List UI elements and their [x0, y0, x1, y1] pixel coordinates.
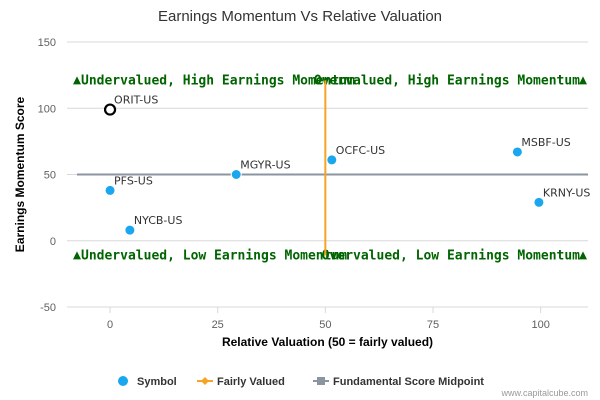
data-point-label: MSBF-US	[521, 136, 570, 149]
y-tick-label: 150	[38, 37, 56, 49]
data-point-label: PFS-US	[114, 174, 153, 187]
quadrant-marker	[579, 76, 587, 85]
legend-label: Symbol	[137, 376, 177, 388]
data-point-label: ORIT-US	[114, 94, 158, 107]
credit-text: www.capitalcube.com	[500, 388, 588, 398]
x-tick-label: 0	[107, 319, 113, 331]
legend-symbol	[317, 377, 325, 385]
quadrant-label-bottom-left: Undervalued, Low Earnings Momentum	[81, 248, 347, 263]
x-axis-ticks: 0 25 50 75 100	[107, 307, 550, 331]
reference-lines	[77, 80, 588, 256]
data-point-highlighted[interactable]	[103, 103, 117, 116]
legend-item[interactable]: Fundamental Score Midpoint	[313, 376, 484, 388]
x-tick-label: 25	[212, 319, 224, 331]
quadrant-marker	[73, 76, 81, 85]
y-tick-label: 100	[38, 103, 56, 115]
y-axis-title: Earnings Momentum Score	[13, 97, 27, 253]
data-point[interactable]	[511, 146, 523, 158]
data-point-label: MGYR-US	[240, 159, 290, 172]
chart-title: Earnings Momentum Vs Relative Valuation	[158, 8, 442, 25]
data-point[interactable]	[326, 154, 338, 166]
legend-label: Fairly Valued	[217, 376, 285, 388]
legend: Symbol Fairly Valued Fundamental Score Mid…	[118, 376, 484, 388]
quadrant-marker	[73, 251, 81, 260]
data-points: ORIT-US PFS-US NYCB-US MGYR-US OCFC-US MSBF-U…	[103, 94, 591, 236]
legend-item[interactable]: Symbol	[118, 376, 177, 388]
data-point[interactable]	[124, 224, 136, 236]
quadrant-labels: Undervalued, High Earnings MomentumOverv…	[73, 73, 587, 263]
x-axis-title: Relative Valuation (50 = fairly valued)	[222, 335, 433, 349]
quadrant-label-bottom-right: Overvalued, Low Earnings Momentum	[322, 248, 580, 263]
legend-symbol	[201, 377, 209, 385]
data-point-label: NYCB-US	[134, 214, 183, 227]
quadrant-marker	[579, 251, 587, 260]
data-point[interactable]	[104, 184, 116, 196]
y-tick-label: 50	[44, 170, 56, 182]
data-point[interactable]	[533, 196, 545, 208]
quadrant-label-top-right: Overvalued, High Earnings Momentum	[314, 73, 580, 88]
x-tick-label: 50	[319, 319, 331, 331]
y-tick-label: 0	[50, 236, 56, 248]
legend-item[interactable]: Fairly Valued	[197, 376, 285, 388]
quadrant-label-top-left: Undervalued, High Earnings Momentum	[81, 73, 355, 88]
legend-symbol	[118, 376, 128, 386]
data-point-label: KRNY-US	[543, 186, 591, 199]
y-tick-label: -50	[40, 302, 56, 314]
x-tick-label: 100	[531, 319, 549, 331]
legend-label: Fundamental Score Midpoint	[333, 376, 484, 388]
data-point-label: OCFC-US	[336, 144, 385, 157]
x-tick-label: 75	[427, 319, 439, 331]
data-point[interactable]	[230, 169, 242, 180]
y-axis-ticks: -50 0 50 100 150	[38, 37, 56, 314]
